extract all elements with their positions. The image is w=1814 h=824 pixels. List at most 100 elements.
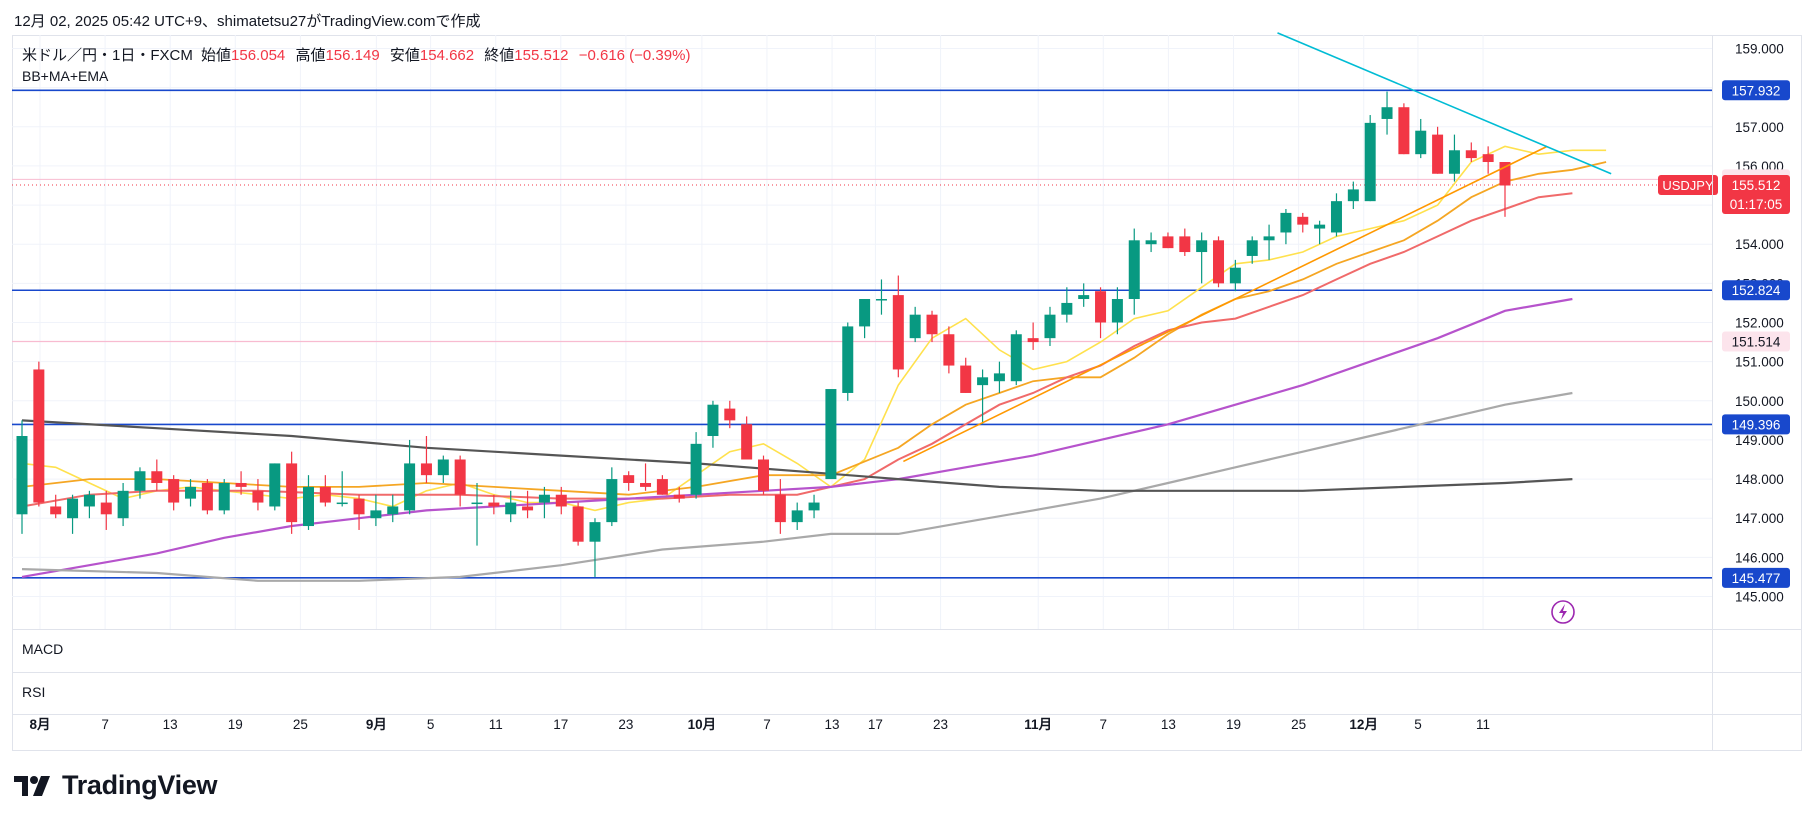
candle-up — [387, 506, 399, 515]
time-tick-label: 5 — [1414, 717, 1422, 732]
candle-down — [151, 471, 163, 483]
chart-attribution: 12月 02, 2025 05:42 UTC+9、shimatetsu27がTr… — [14, 13, 481, 30]
time-tick-label: 8月 — [29, 717, 50, 732]
candle-down — [286, 463, 298, 523]
candle-down — [758, 459, 769, 491]
candle-up — [1448, 150, 1460, 174]
price-tick-label: 146.000 — [1735, 550, 1784, 565]
hline-price-badge: 157.932 — [1722, 80, 1790, 101]
candle-up — [185, 486, 197, 499]
price-tick-label: 152.000 — [1735, 316, 1784, 331]
ma_dark-line — [21, 419, 1573, 492]
time-tick-label: 19 — [1226, 717, 1241, 732]
candle-up — [269, 463, 281, 507]
candle-up — [1128, 240, 1140, 300]
current-price-badge-bg — [1722, 175, 1790, 215]
candle-up — [825, 389, 837, 480]
candle-down — [252, 490, 264, 503]
candle-up — [859, 299, 871, 327]
pane-separator[interactable] — [12, 629, 1802, 630]
candle-down — [1213, 240, 1225, 284]
time-tick-label: 17 — [553, 717, 568, 732]
hline-price-badge: 152.824 — [1722, 280, 1790, 301]
price-tick-label: 159.000 — [1735, 42, 1784, 57]
candle-up — [808, 502, 820, 511]
high-value: 156.149 — [325, 47, 380, 64]
candle-down — [353, 498, 365, 515]
candle-down — [943, 334, 955, 366]
candle-up — [1263, 236, 1275, 241]
macd-label[interactable]: MACD — [22, 641, 64, 657]
chart-frame — [12, 35, 1802, 751]
time-tick-label: 10月 — [688, 717, 717, 732]
indicator-name[interactable]: BB+MA+EMA — [22, 68, 109, 84]
candle-up — [1330, 201, 1342, 233]
low-label: 安値 — [389, 47, 420, 64]
high-label: 高値 — [295, 47, 326, 64]
candle-down — [1162, 236, 1174, 249]
candle-down — [1027, 338, 1039, 343]
candle-down — [319, 486, 331, 503]
price-tick-label: 145.000 — [1735, 590, 1784, 605]
candle-down — [50, 506, 62, 515]
candle-down — [1095, 291, 1107, 323]
hline-price-badge-bg — [1722, 414, 1790, 435]
trend_cyan-line — [1277, 32, 1612, 175]
candle-up — [370, 510, 382, 519]
symbol-legend[interactable]: 米ドル／円・1日・FXCM 始値156.054 高値156.149 安値154.… — [22, 44, 696, 65]
candle-down — [926, 314, 938, 335]
candle-down — [420, 463, 432, 476]
candle-down — [522, 506, 534, 511]
candle-up — [606, 479, 618, 523]
price-tick-label: 149.000 — [1735, 433, 1784, 448]
hline-price-badge-text: 149.396 — [1732, 417, 1781, 432]
candle-down — [572, 506, 584, 542]
candle-down — [1482, 154, 1494, 163]
lightning-icon[interactable] — [1551, 600, 1575, 624]
candle-down — [488, 502, 500, 507]
candle-down — [1398, 107, 1410, 155]
tradingview-logo-icon — [14, 775, 50, 796]
candle-down — [201, 482, 213, 511]
hline-price-badge: 151.514 — [1722, 331, 1790, 352]
brand-name: TradingView — [62, 770, 218, 800]
horizontal-lines — [12, 89, 1712, 579]
time-tick-label: 5 — [427, 717, 435, 732]
candle-up — [1229, 267, 1241, 284]
candle-down — [235, 482, 247, 487]
ma_purple-line — [21, 297, 1573, 578]
trend_orange-line — [903, 145, 1548, 463]
candle-up — [1078, 295, 1090, 300]
candle-down — [1499, 162, 1511, 186]
hline-price-badge-text: 151.514 — [1732, 335, 1781, 350]
candle-up — [471, 502, 483, 505]
tradingview-logo[interactable]: TradingView — [14, 770, 218, 801]
candlesticks — [16, 91, 1511, 577]
candle-up — [16, 436, 28, 515]
hline-price-badge-bg — [1722, 331, 1790, 352]
chart-grid — [12, 35, 1712, 629]
time-tick-label: 13 — [1161, 717, 1176, 732]
candle-up — [218, 482, 230, 511]
hline-price-badge-text: 152.824 — [1732, 283, 1781, 298]
candle-down — [1179, 236, 1191, 253]
time-tick-label: 23 — [933, 717, 948, 732]
price-tick-label: 147.000 — [1735, 511, 1784, 526]
hline-price-badge-bg — [1722, 80, 1790, 101]
candle-up — [993, 373, 1005, 382]
symbol-tag-bg — [1658, 175, 1718, 196]
candle-up — [1044, 314, 1056, 339]
candle-up — [842, 326, 854, 393]
time-tick-label: 7 — [1100, 717, 1108, 732]
price-badges: 157.932152.824149.396145.477151.514155.6… — [1658, 80, 1790, 588]
candle-down — [168, 479, 180, 503]
candle-up — [134, 471, 146, 491]
candle-up — [1145, 240, 1157, 245]
rsi-label[interactable]: RSI — [22, 684, 46, 700]
pane-separator[interactable] — [12, 672, 1802, 673]
candle-down — [741, 424, 753, 460]
close-label: 終値 — [484, 47, 515, 64]
price-axis: 145.000 146.000 147.000 148.000 149.000 150.0… — [1735, 42, 1784, 605]
time-tick-label: 25 — [293, 717, 308, 732]
